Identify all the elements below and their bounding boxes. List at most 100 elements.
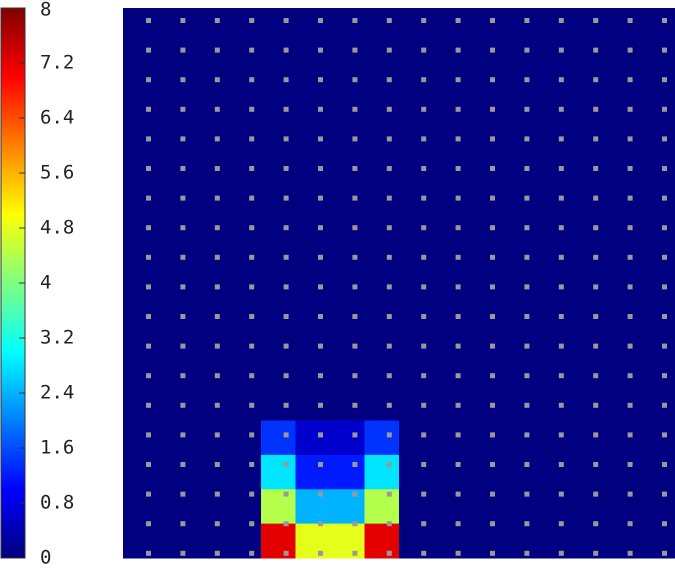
vector-dot xyxy=(662,77,667,83)
vector-dot xyxy=(214,432,220,438)
vector-dot xyxy=(421,550,427,556)
vector-dot xyxy=(627,47,633,53)
heatmap-cell xyxy=(157,386,193,421)
vector-dot xyxy=(593,462,599,467)
vector-dot xyxy=(524,343,530,349)
heatmap-cell xyxy=(468,283,503,318)
heatmap-cell xyxy=(606,76,641,112)
vector-dot xyxy=(524,373,530,379)
heatmap-cell xyxy=(571,351,607,387)
heatmap-cell xyxy=(571,145,607,181)
vector-dot xyxy=(662,550,667,556)
vector-dot xyxy=(283,432,289,438)
vector-dot xyxy=(490,550,495,556)
heatmap-cell xyxy=(502,179,538,215)
heatmap-cell xyxy=(571,283,607,318)
heatmap-cell xyxy=(399,214,434,250)
heatmap-cell xyxy=(433,489,469,525)
vector-dot xyxy=(421,402,427,408)
heatmap-cell xyxy=(330,351,365,387)
vector-dot xyxy=(283,77,289,83)
vector-dot xyxy=(386,491,392,497)
vector-dot xyxy=(593,402,599,408)
vector-dot xyxy=(283,136,289,142)
heatmap-cell xyxy=(330,111,365,146)
vector-dot xyxy=(180,18,186,23)
heatmap-cell xyxy=(502,42,538,78)
heatmap-cell xyxy=(157,523,193,559)
vector-dot xyxy=(421,18,427,23)
heatmap-cell xyxy=(295,489,331,525)
heatmap-cell xyxy=(502,248,538,284)
vector-dot xyxy=(283,106,289,112)
heatmap-cell xyxy=(330,248,365,284)
heatmap-cell xyxy=(330,317,365,353)
vector-dot xyxy=(386,432,392,438)
vector-dot xyxy=(146,462,151,467)
vector-dot xyxy=(146,402,151,408)
heatmap-cell xyxy=(537,76,572,112)
vector-dot xyxy=(593,47,599,53)
vector-dot xyxy=(249,195,255,201)
vector-dot xyxy=(146,77,151,83)
vector-dot xyxy=(455,402,461,408)
vector-dot xyxy=(249,521,255,527)
heatmap-cell xyxy=(399,8,434,43)
vector-dot xyxy=(524,106,530,112)
vector-dot xyxy=(352,402,358,408)
vector-dot xyxy=(524,462,530,467)
vector-dot xyxy=(283,373,289,379)
heatmap-cell xyxy=(364,523,400,559)
heatmap-cell xyxy=(226,489,262,525)
heatmap-cell xyxy=(364,489,400,525)
heatmap-cell xyxy=(226,523,262,559)
heatmap-cell xyxy=(192,145,227,181)
heatmap-cell xyxy=(468,76,503,112)
vector-dot xyxy=(214,47,220,53)
vector-dot xyxy=(421,47,427,53)
vector-dot xyxy=(593,195,599,201)
heatmap-cell xyxy=(261,386,296,421)
heatmap-cell xyxy=(571,386,607,421)
heatmap-cell xyxy=(399,386,434,421)
heatmap-cell xyxy=(502,214,538,250)
heatmap-cell xyxy=(123,317,158,353)
vector-dot xyxy=(214,373,220,379)
heatmap-cell xyxy=(468,111,503,146)
heatmap-cell xyxy=(537,179,572,215)
vector-dot xyxy=(386,47,392,53)
vector-dot xyxy=(318,402,323,408)
vector-dot xyxy=(214,136,220,142)
vector-dot xyxy=(352,462,358,467)
heatmap-cell xyxy=(192,179,227,215)
vector-dot xyxy=(180,550,186,556)
heatmap-cell xyxy=(640,283,675,318)
heatmap-cell xyxy=(433,111,469,146)
heatmap-cell xyxy=(571,523,607,559)
vector-dot xyxy=(386,77,392,83)
heatmap-cell xyxy=(468,42,503,78)
vector-dot xyxy=(662,462,667,467)
vector-dot xyxy=(318,373,323,379)
vector-dot xyxy=(627,314,633,319)
heatmap-cell xyxy=(192,317,227,353)
heatmap-cell xyxy=(295,8,331,43)
vector-dot xyxy=(386,343,392,349)
vector-dot xyxy=(421,521,427,527)
heatmap-cell xyxy=(571,454,607,490)
heatmap-cell xyxy=(606,8,641,43)
vector-dot xyxy=(490,314,495,319)
heatmap-cell xyxy=(399,420,434,456)
vector-dot xyxy=(421,284,427,290)
vector-dot xyxy=(352,284,358,290)
vector-dot xyxy=(662,373,667,379)
vector-dot xyxy=(214,195,220,201)
vector-dot xyxy=(318,195,323,201)
heatmap-cell xyxy=(364,42,400,78)
vector-dot xyxy=(180,195,186,201)
heatmap-cell xyxy=(192,351,227,387)
vector-dot xyxy=(249,491,255,497)
vector-dot xyxy=(490,77,495,83)
vector-dot xyxy=(524,284,530,290)
vector-dot xyxy=(593,77,599,83)
